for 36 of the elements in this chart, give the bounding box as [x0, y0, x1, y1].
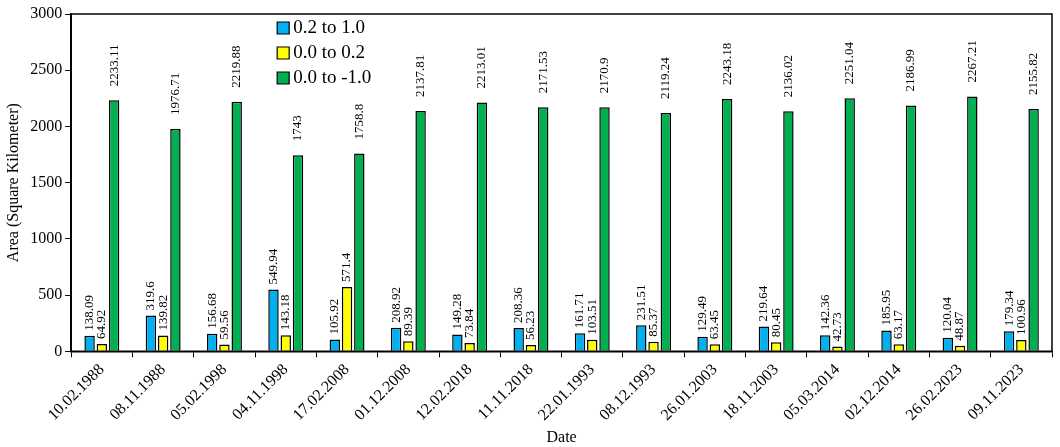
data-label: 2243.18: [718, 42, 734, 86]
x-axis-title: Date: [546, 427, 577, 445]
data-label: 2155.82: [1025, 52, 1041, 95]
data-label: 2171.53: [534, 50, 550, 94]
y-tick-label: 3000: [30, 4, 63, 22]
legend-label: 0.2 to 1.0: [293, 15, 365, 37]
data-label: 549.94: [264, 248, 280, 285]
y-tick-label: 500: [38, 285, 63, 303]
y-tick-label: 1500: [30, 172, 63, 190]
data-label: 2170.9: [595, 57, 611, 94]
data-label: 105.92: [326, 298, 342, 335]
data-label: 185.95: [877, 289, 893, 326]
data-label: 2219.88: [228, 45, 244, 88]
data-label: 2137.81: [412, 54, 428, 97]
legend-label: 0.0 to 0.2: [293, 40, 365, 62]
data-label: 149.28: [448, 293, 464, 330]
data-label: 1743: [289, 115, 305, 142]
data-label: 2251.04: [841, 41, 857, 85]
data-label: 1976.71: [166, 72, 182, 116]
y-tick-label: 0: [54, 341, 63, 359]
data-label: 2186.99: [902, 49, 918, 92]
data-label: 2213.01: [473, 46, 489, 89]
data-label: 63.17: [890, 309, 906, 340]
data-label: 2136.02: [779, 54, 795, 98]
data-label: 73.84: [461, 308, 477, 339]
data-label: 571.4: [338, 252, 354, 283]
data-label: 143.18: [277, 294, 293, 331]
data-label: 2267.21: [963, 40, 979, 83]
data-label: 2233.11: [105, 44, 121, 87]
y-tick-label: 1000: [30, 229, 63, 247]
legend-label: 0.0 to -1.0: [293, 65, 372, 87]
y-tick-label: 2500: [30, 60, 63, 78]
data-label: 2119.24: [657, 56, 673, 100]
y-axis-title: Area (Square Kilometer): [3, 103, 22, 263]
data-label: 1758.8: [350, 103, 366, 140]
y-tick-label: 2000: [30, 116, 63, 134]
